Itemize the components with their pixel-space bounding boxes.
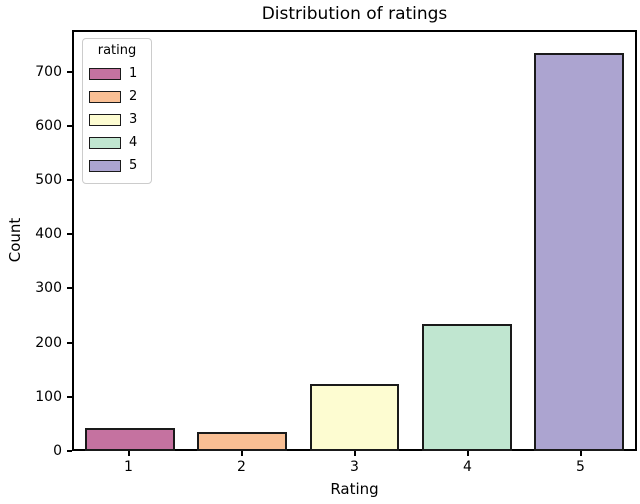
y-tick-mark xyxy=(67,70,72,73)
bar-rating-4 xyxy=(421,323,512,451)
legend-title: rating xyxy=(97,43,137,58)
x-tick-mark xyxy=(240,451,243,456)
legend-swatch xyxy=(89,159,121,172)
y-tick-mark xyxy=(67,233,72,236)
y-tick-label: 500 xyxy=(35,172,62,189)
y-tick-label: 300 xyxy=(35,280,62,297)
legend-swatch xyxy=(89,67,121,80)
legend-label: 3 xyxy=(129,112,138,127)
x-tick-mark xyxy=(579,451,582,456)
legend-label: 4 xyxy=(129,135,138,150)
x-axis-label: Rating xyxy=(330,480,379,498)
x-tick-mark xyxy=(353,451,356,456)
x-tick-label: 1 xyxy=(124,459,133,475)
y-tick-label: 200 xyxy=(35,334,62,351)
legend-entry: 3 xyxy=(89,108,145,131)
legend-entry: 4 xyxy=(89,131,145,154)
y-tick-mark xyxy=(67,124,72,127)
legend-entry: 2 xyxy=(89,85,145,108)
y-tick-label: 100 xyxy=(35,388,62,405)
y-tick-mark xyxy=(67,287,72,290)
x-tick-label: 2 xyxy=(237,459,246,475)
x-tick-label: 3 xyxy=(350,459,359,475)
bar-rating-3 xyxy=(309,384,400,451)
y-tick-label: 600 xyxy=(35,117,62,134)
legend-label: 5 xyxy=(129,158,138,173)
legend-entry: 1 xyxy=(89,62,145,85)
legend-swatch xyxy=(89,90,121,103)
legend-swatch xyxy=(89,113,121,126)
y-tick-mark xyxy=(67,450,72,452)
x-tick-mark xyxy=(466,451,469,456)
y-tick-label: 0 xyxy=(53,443,62,459)
bar-rating-5 xyxy=(534,52,624,451)
legend-swatch xyxy=(89,136,121,149)
y-tick-mark xyxy=(67,179,72,182)
legend-entry: 5 xyxy=(89,154,145,177)
x-tick-label: 5 xyxy=(576,459,585,475)
legend-label: 1 xyxy=(129,66,138,81)
chart-title: Distribution of ratings xyxy=(261,4,448,24)
x-tick-mark xyxy=(127,451,130,456)
x-tick-label: 4 xyxy=(463,459,472,475)
y-tick-label: 700 xyxy=(35,63,62,80)
y-tick-label: 400 xyxy=(35,226,62,243)
legend: rating 1 2 3 4 5 xyxy=(82,38,152,184)
bar-rating-2 xyxy=(197,432,288,451)
legend-entries: 1 2 3 4 5 xyxy=(89,62,145,177)
y-tick-mark xyxy=(67,395,72,398)
legend-label: 2 xyxy=(129,89,138,104)
plot-area: rating 1 2 3 4 5 xyxy=(72,30,637,451)
bar-rating-1 xyxy=(85,427,175,451)
y-tick-mark xyxy=(67,341,72,344)
